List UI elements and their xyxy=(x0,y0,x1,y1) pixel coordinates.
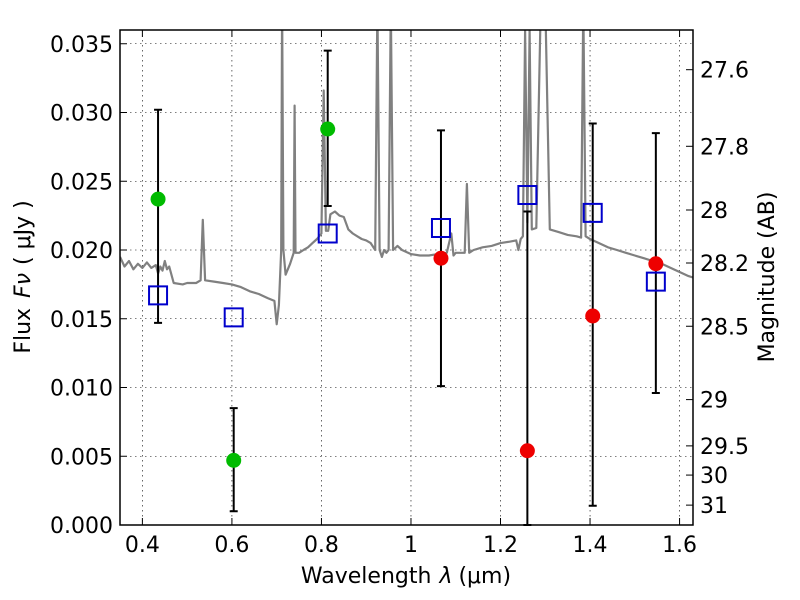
y2-axis-label: Magnitude (AB) xyxy=(755,192,780,363)
y-tick-label: 0.035 xyxy=(50,33,113,58)
y2-tick-label: 29 xyxy=(700,389,728,414)
model-point xyxy=(582,202,603,223)
y-tick-label: 0.000 xyxy=(50,514,113,539)
y2-tick-label: 31 xyxy=(700,494,728,519)
y-tick-label: 0.020 xyxy=(50,239,113,264)
y2-tick-label: 28.2 xyxy=(700,252,749,277)
data-point xyxy=(585,308,601,324)
y2-tick-label: 27.8 xyxy=(700,135,749,160)
spectrum-line xyxy=(120,30,693,326)
y2-tick-label: 28 xyxy=(700,199,728,224)
x-tick-label: 1.6 xyxy=(662,533,697,558)
y-tick-label: 0.030 xyxy=(50,102,113,127)
markers xyxy=(148,121,666,468)
y-tick-label: 0.015 xyxy=(50,308,113,333)
model-point xyxy=(645,271,666,292)
y-tick-label: 0.025 xyxy=(50,170,113,195)
y-tick-label: 0.010 xyxy=(50,377,113,402)
y-tick-label: 0.005 xyxy=(50,445,113,470)
model-point xyxy=(317,223,338,244)
y2-tick-label: 29.5 xyxy=(700,435,749,460)
grid xyxy=(120,30,693,526)
y-axis-label: FluxFν( μJy ) xyxy=(11,200,36,353)
x-tick-label: 1.4 xyxy=(573,533,608,558)
model-point xyxy=(430,218,451,238)
plot-area xyxy=(120,30,693,326)
x-tick-label: 0.8 xyxy=(304,533,339,558)
plot-frame xyxy=(119,29,694,526)
x-tick-label: 0.4 xyxy=(125,533,160,558)
data-point xyxy=(150,191,166,207)
axes: 0.4 0.6 0.8 1 1.2 1.4 1.6 0.000 0.005 0.010 0.015 0… xyxy=(50,30,749,558)
model-point xyxy=(148,285,169,306)
model-point xyxy=(223,307,244,328)
x-tick-label: 0.6 xyxy=(214,533,249,558)
data-point xyxy=(648,256,664,272)
y2-tick-label: 28.5 xyxy=(700,315,749,340)
y2-tick-label: 27.6 xyxy=(700,59,749,84)
y2-tick-label: 30 xyxy=(700,464,728,489)
data-point xyxy=(320,121,336,137)
x-axis-label: Wavelength λ (μm) xyxy=(301,564,511,589)
x-tick-label: 1 xyxy=(404,533,418,558)
model-point xyxy=(517,185,538,205)
data-point xyxy=(519,443,535,459)
x-tick-label: 1.2 xyxy=(483,533,518,558)
data-point xyxy=(226,452,242,468)
data-point xyxy=(433,250,449,266)
